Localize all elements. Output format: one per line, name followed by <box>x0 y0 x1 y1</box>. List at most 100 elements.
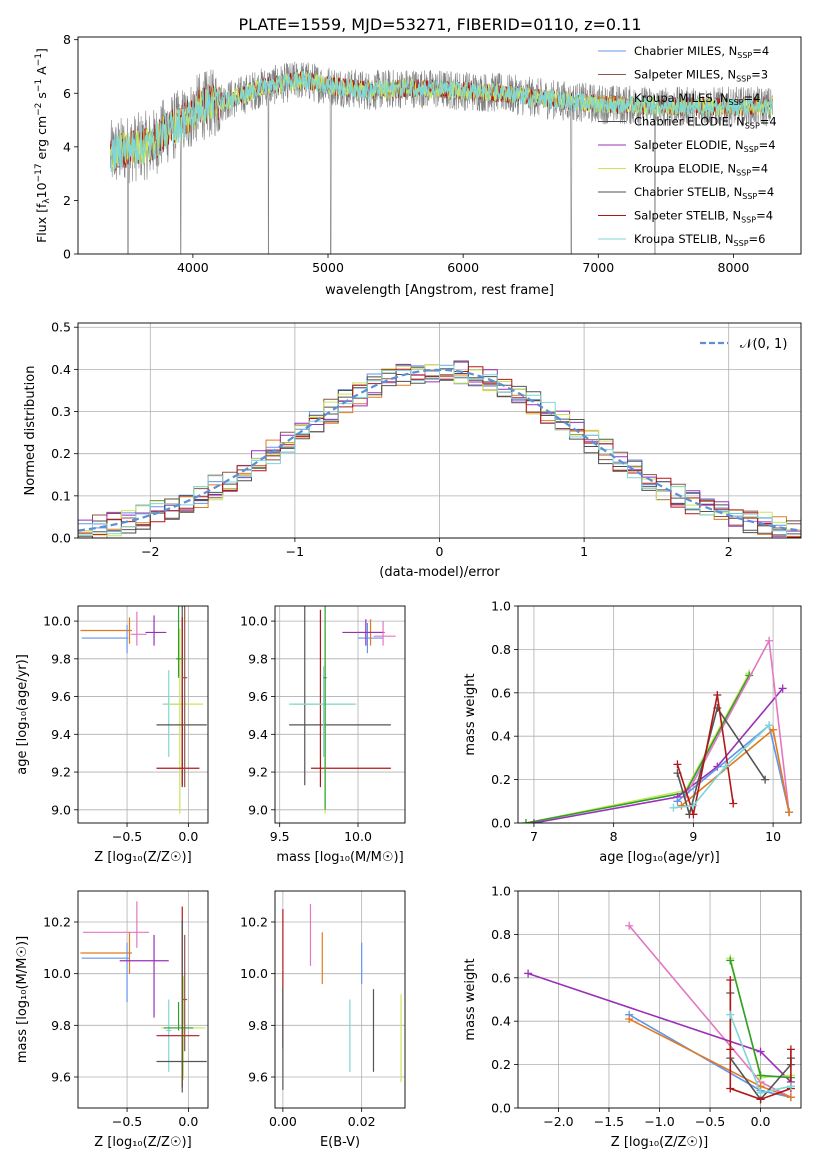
weight-marker-salpeter_elodie <box>778 684 787 693</box>
weight-marker-salpeter_elodie <box>529 819 538 823</box>
spectrum-ylabel-part: 10 <box>34 182 49 198</box>
mass_vs_Z-frame <box>77 890 209 1109</box>
mass_vs_Z-ylabel: mass [log₁₀(M/M☉)] <box>15 936 30 1063</box>
spectrum-model-salpeter_stelib <box>110 71 773 171</box>
spectrum-lines <box>110 61 773 254</box>
spectrum-ylabel-part: λ <box>42 198 52 204</box>
weight-marker-salpeter_stelib <box>786 1045 795 1054</box>
mass_vs_ebv-xtick-label: 0.00 <box>269 1114 297 1129</box>
residuals-axes: −2 −1 0 1 2 0.0 0.1 0.2 0.3 0.4 0.5 <box>51 320 801 559</box>
legend-label-salpeter_miles: Salpeter MILES, NSSP=3 <box>634 68 768 84</box>
gaussian-curve <box>78 368 801 532</box>
residuals-ylabel: Normed distribution <box>23 366 38 496</box>
weight-marker-chabrier_miles <box>673 797 682 806</box>
residuals-ytick-label: 0.5 <box>51 320 71 335</box>
spectrum-ylabel-part: Flux [f <box>34 203 49 243</box>
mass_vs_ebv-axes: 0.00 0.02 9.6 9.8 10.0 10.2 <box>240 891 405 1129</box>
legend-label-salpeter_stelib: Salpeter STELIB, NSSP=4 <box>634 209 773 225</box>
age_vs_mass-ytick-label: 9.6 <box>248 689 268 704</box>
weight-marker-pink <box>765 636 774 645</box>
spectrum-ylabel-part: −1 <box>34 79 44 92</box>
mass_vs_ebv-errorbars <box>282 903 402 1090</box>
weight_vs_Z-xtick-label: −1.5 <box>594 1114 624 1129</box>
mass_vs_ebv-xtick-label: 0.02 <box>348 1114 376 1129</box>
age_vs_mass-ytick-label: 9.2 <box>248 765 268 780</box>
weight-marker-chabrier_stelib <box>761 775 770 784</box>
legend-text: Salpeter STELIB, N <box>634 209 741 223</box>
legend-text: Salpeter MILES, N <box>634 68 736 82</box>
residuals-xtick-label: 0 <box>436 544 444 559</box>
age_vs_Z-frame <box>77 605 209 824</box>
weight_vs_Z-ytick-label: 0.8 <box>491 927 511 942</box>
legend-end: =4 <box>756 209 773 223</box>
mass_vs_ebv-ytick-label: 9.8 <box>248 1018 268 1033</box>
legend-label-chabrier_stelib: Chabrier STELIB, NSSP=4 <box>634 185 774 201</box>
age_vs_mass-ytick-label: 9.0 <box>248 802 268 817</box>
residuals-ytick-label: 0.1 <box>51 488 71 503</box>
weight-marker-kroupa_miles <box>769 725 778 734</box>
spectrum-ylabel-part: −2 <box>34 103 44 116</box>
mass_vs_Z-ytick-label: 9.8 <box>51 1018 71 1033</box>
weight_vs_age-ytick-label: 0.2 <box>491 772 511 787</box>
weight-marker-kroupa_stelib <box>765 721 774 730</box>
age_vs_mass-frame <box>274 605 406 824</box>
legend-label-salpeter_elodie: Salpeter ELODIE, NSSP=4 <box>634 138 776 154</box>
legend-text: Chabrier MILES, N <box>634 44 737 58</box>
weight-marker-salpeter_stelib <box>726 975 735 984</box>
legend-sub: SSP <box>736 169 751 178</box>
weight-marker-green <box>726 956 735 965</box>
weight-marker-salpeter_elodie <box>756 1047 765 1056</box>
legend-end: =4 <box>757 185 774 199</box>
residuals-xtick-label: −1 <box>286 544 304 559</box>
weight-marker-green <box>756 1071 765 1080</box>
weight_vs_age-xtick-label: 10 <box>765 829 781 844</box>
hist-kroupa_stelib <box>78 364 801 538</box>
legend-end: =4 <box>759 138 776 152</box>
spectrum-model-kroupa_stelib <box>110 71 773 173</box>
weight_vs_Z-xtick-label: −1.0 <box>644 1114 674 1129</box>
legend-end: =4 <box>760 115 777 129</box>
mass_vs_Z-ytick-label: 10.2 <box>43 915 71 930</box>
age_vs_mass-ytick-label: 9.4 <box>248 727 268 742</box>
residuals-frame <box>77 322 802 539</box>
legend-end: =3 <box>751 68 768 82</box>
mass_vs_Z-ytick-label: 9.6 <box>51 1070 71 1085</box>
spectrum-xtick-label: 5000 <box>312 260 344 275</box>
legend-sub: SSP <box>742 192 757 201</box>
spectrum-ylabel-part: −17 <box>34 163 44 182</box>
weight_vs_Z-ytick-label: 0.6 <box>491 970 511 985</box>
age_vs_mass-ytick-label: 10.0 <box>240 614 268 629</box>
legend-text: Salpeter ELODIE, N <box>634 138 744 152</box>
residuals-ytick-label: 0.3 <box>51 404 71 419</box>
age_vs_Z-errorbars <box>80 606 207 814</box>
weight-marker-salpeter_stelib <box>729 799 738 808</box>
spectrum-ytick-label: 2 <box>63 193 71 208</box>
weight-marker-kroupa_stelib <box>756 1088 765 1097</box>
figure-title: PLATE=1559, MJD=53271, FIBERID=0110, z=0… <box>238 15 641 34</box>
legend-end: =6 <box>749 232 766 246</box>
legend-text: Kroupa MILES, N <box>634 91 729 105</box>
spectrum-ylabel: Flux [fλ10−17 erg cm−2 s−1 A−1] <box>34 48 52 243</box>
legend-end: =4 <box>744 91 761 105</box>
weight_vs_Z-lines <box>524 921 795 1104</box>
weight-line-salpeter_stelib <box>676 694 734 818</box>
weight_vs_Z-frame <box>517 890 802 1109</box>
age_vs_Z-ytick-label: 9.0 <box>51 802 71 817</box>
weight-marker-kroupa_stelib <box>721 762 730 771</box>
weight_vs_Z-xtick-label: 0.0 <box>751 1114 771 1129</box>
weight-marker-salpeter_stelib <box>713 690 722 699</box>
mass_vs_ebv-ytick-label: 10.0 <box>240 966 268 981</box>
spectrum-axes: 4000 5000 6000 7000 8000 0 2 4 6 8 <box>63 32 749 275</box>
residual-legend: 𝒩(0, 1) <box>700 337 787 352</box>
age_vs_Z-xtick-label: −0.5 <box>112 829 142 844</box>
age_vs_Z-ytick-label: 9.4 <box>51 727 71 742</box>
weight-line-kroupa_stelib <box>673 724 770 809</box>
legend-sub: SSP <box>745 122 760 131</box>
age_vs_mass-xtick-label: 10.0 <box>344 829 372 844</box>
mass_vs_Z-errorbars <box>80 901 207 1093</box>
weight-marker-salpeter_stelib <box>673 760 682 769</box>
spectrum-xlabel: wavelength [Angstrom, rest frame] <box>325 283 554 298</box>
legend-sub: SSP <box>737 51 752 60</box>
weight_vs_age-ytick-label: 0.0 <box>491 816 511 831</box>
